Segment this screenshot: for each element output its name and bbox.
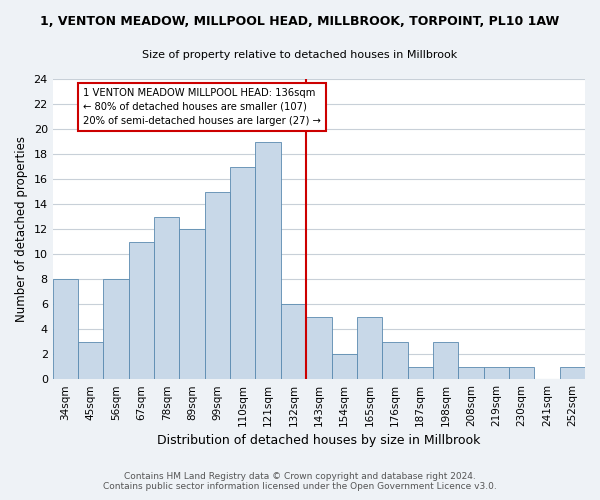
Bar	[154, 216, 179, 379]
Bar	[332, 354, 357, 379]
Bar	[484, 366, 509, 379]
Bar	[78, 342, 103, 379]
Text: Contains HM Land Registry data © Crown copyright and database right 2024.: Contains HM Land Registry data © Crown c…	[124, 472, 476, 481]
Text: Contains public sector information licensed under the Open Government Licence v3: Contains public sector information licen…	[103, 482, 497, 491]
Bar	[458, 366, 484, 379]
Text: 1, VENTON MEADOW, MILLPOOL HEAD, MILLBROOK, TORPOINT, PL10 1AW: 1, VENTON MEADOW, MILLPOOL HEAD, MILLBRO…	[40, 15, 560, 28]
Bar	[509, 366, 535, 379]
Bar	[306, 316, 332, 379]
Bar	[53, 279, 78, 379]
Bar	[230, 166, 256, 379]
Bar	[407, 366, 433, 379]
Y-axis label: Number of detached properties: Number of detached properties	[15, 136, 28, 322]
Bar	[357, 316, 382, 379]
Bar	[129, 242, 154, 379]
Bar	[179, 229, 205, 379]
Bar	[103, 279, 129, 379]
Bar	[433, 342, 458, 379]
Bar	[281, 304, 306, 379]
Text: Size of property relative to detached houses in Millbrook: Size of property relative to detached ho…	[142, 50, 458, 60]
Bar	[205, 192, 230, 379]
X-axis label: Distribution of detached houses by size in Millbrook: Distribution of detached houses by size …	[157, 434, 481, 448]
Bar	[256, 142, 281, 379]
Text: 1 VENTON MEADOW MILLPOOL HEAD: 136sqm
← 80% of detached houses are smaller (107): 1 VENTON MEADOW MILLPOOL HEAD: 136sqm ← …	[83, 88, 321, 126]
Bar	[382, 342, 407, 379]
Bar	[560, 366, 585, 379]
